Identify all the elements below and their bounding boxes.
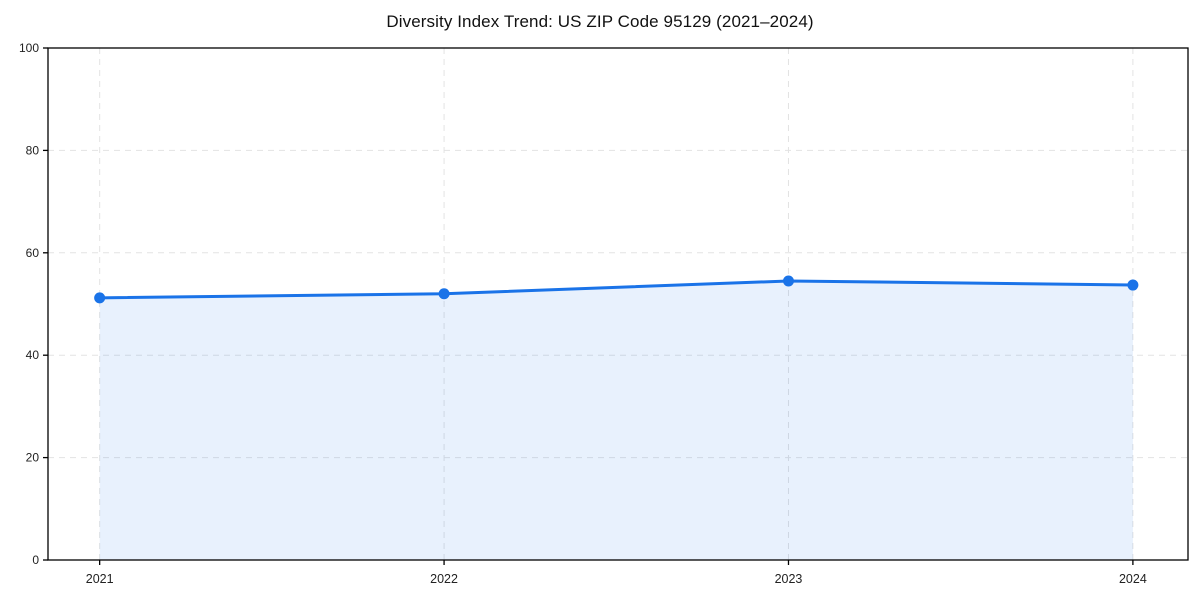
y-tick-label: 60 [26,246,40,260]
data-point [782,275,794,287]
y-tick-label: 100 [19,41,39,55]
y-tick-label: 80 [26,143,40,157]
chart-title: Diversity Index Trend: US ZIP Code 95129… [386,12,814,31]
plot-border [47,47,1189,561]
y-tick-label: 40 [26,348,40,362]
data-point [94,292,106,304]
area-fill [99,280,1133,560]
data-point [438,288,450,300]
y-tick-label: 0 [32,553,39,567]
x-tick-label: 2021 [86,572,114,586]
trend-line [98,279,1135,300]
data-point [1127,279,1139,291]
y-tick-label: 20 [26,451,40,465]
x-tick-label: 2024 [1119,572,1147,586]
x-tick-label: 2023 [775,572,803,586]
x-tick-label: 2022 [430,572,458,586]
